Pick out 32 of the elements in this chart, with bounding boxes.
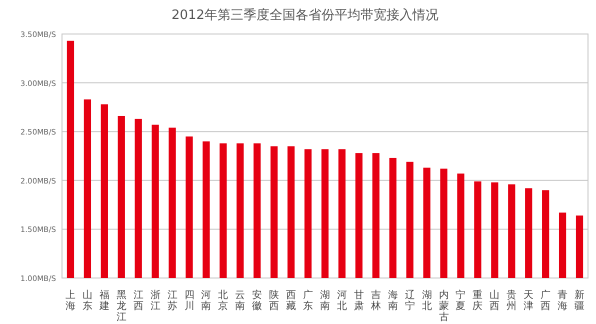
x-tick-label: 甘肃 (354, 289, 364, 312)
x-tick-label: 湖南 (320, 289, 330, 312)
x-tick-label: 上海 (65, 289, 76, 312)
x-tick-label: 辽宁 (404, 289, 415, 312)
x-tick-label: 四川 (184, 290, 194, 312)
x-tick-label: 黑龙江 (116, 290, 126, 323)
x-tick-label: 河南 (201, 289, 212, 312)
x-tick-label: 河北 (336, 289, 347, 312)
x-tick-label: 北京 (218, 289, 228, 312)
x-tick-label: 吉林 (370, 289, 381, 312)
x-tick-label: 宁夏 (456, 289, 466, 312)
x-tick-label: 安徽 (252, 289, 262, 312)
x-tick-label: 贵州 (506, 289, 517, 312)
x-tick-label: 广西 (540, 289, 551, 312)
x-tick-label: 福建 (98, 289, 110, 312)
x-tick-label: 内蒙古 (438, 289, 449, 323)
x-tick-label: 陕西 (269, 289, 280, 312)
x-tick-label: 江西 (133, 289, 144, 312)
x-tick-label: 云南 (235, 290, 246, 312)
x-tick-label: 新疆 (574, 289, 585, 312)
x-tick-label: 海南 (388, 289, 398, 312)
x-tick-label: 广东 (303, 289, 314, 312)
x-tick-label: 湖北 (422, 289, 432, 312)
chart-title: 2012年第三季度全国各省份平均带宽接入情况 (171, 7, 439, 23)
x-tick-label: 青海 (558, 289, 568, 312)
x-tick-label: 江苏 (167, 289, 178, 312)
x-tick-label: 浙江 (150, 289, 160, 312)
x-tick-label: 西藏 (286, 290, 296, 312)
x-tick-label: 山东 (82, 289, 92, 312)
x-tick-label: 天津 (524, 290, 534, 312)
x-tick-label: 山西 (490, 289, 500, 312)
x-tick-label: 重庆 (472, 289, 483, 312)
